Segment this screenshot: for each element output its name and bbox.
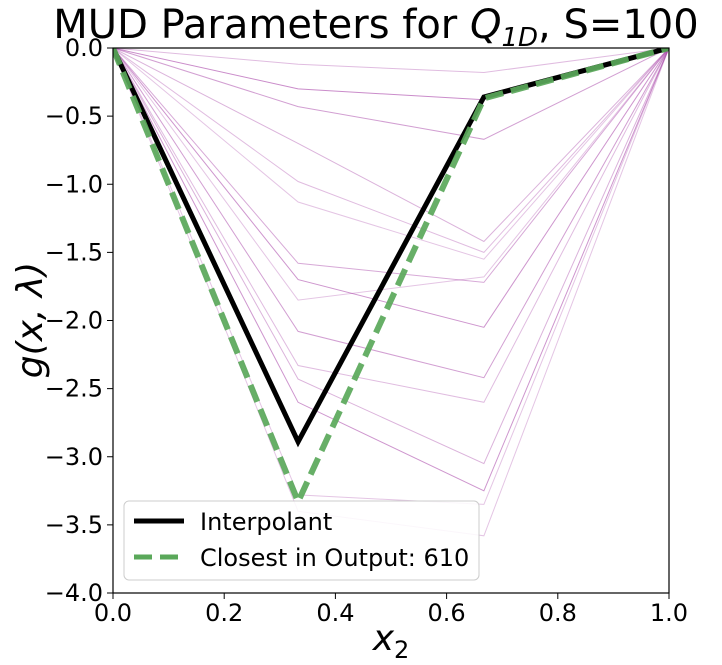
sample-line-4	[113, 48, 669, 253]
sample-line-10	[113, 48, 669, 403]
legend-box	[123, 500, 480, 581]
sample-line-12	[113, 48, 669, 492]
sample-line-2	[113, 48, 669, 140]
legend: Interpolant Closest in Output: 610	[123, 500, 480, 581]
y-axis-label: g(x, λ)	[10, 262, 51, 378]
y-tick-label: −1.5	[45, 238, 103, 266]
sample-line-3	[113, 48, 669, 243]
main-lines	[113, 48, 669, 510]
sample-line-9	[113, 48, 669, 379]
x-axis-ticks: 0.0 0.2 0.4 0.6 0.8 1.0	[94, 593, 688, 627]
y-tick-label: −2.5	[45, 375, 103, 403]
y-axis-ticks: 0.0 −0.5 −1.0 −1.5 −2.0 −2.5 −3.0 −3.5 −4.0	[45, 34, 113, 607]
sample-line-11	[113, 48, 669, 465]
x-tick-label: 0.2	[205, 599, 243, 627]
y-tick-label: −0.5	[45, 102, 103, 130]
y-tick-label: −3.0	[45, 443, 103, 471]
closest-output-line	[113, 48, 669, 510]
y-tick-label: −4.0	[45, 579, 103, 607]
y-tick-label: −2.0	[45, 307, 103, 335]
sample-line-13	[113, 48, 669, 505]
x-axis-label: x2	[372, 618, 410, 664]
legend-interpolant-label: Interpolant	[200, 508, 332, 536]
sample-line-14	[113, 48, 669, 537]
sample-line-5	[113, 48, 669, 260]
x-tick-label: 1.0	[650, 599, 688, 627]
x-tick-label: 0.8	[539, 599, 577, 627]
sample-lines	[113, 48, 669, 537]
y-tick-label: 0.0	[65, 34, 103, 62]
x-tick-label: 0.0	[94, 599, 132, 627]
sample-line-8	[113, 48, 669, 301]
y-tick-label: −3.5	[45, 511, 103, 539]
sample-line-7	[113, 48, 669, 328]
chart-title: MUD Parameters for Q1D, S=100	[53, 2, 698, 53]
x-tick-label: 0.6	[428, 599, 466, 627]
sample-line-0	[113, 48, 669, 74]
legend-closest-label: Closest in Output: 610	[200, 544, 469, 572]
y-tick-label: −1.0	[45, 170, 103, 198]
x-tick-label: 0.4	[316, 599, 354, 627]
